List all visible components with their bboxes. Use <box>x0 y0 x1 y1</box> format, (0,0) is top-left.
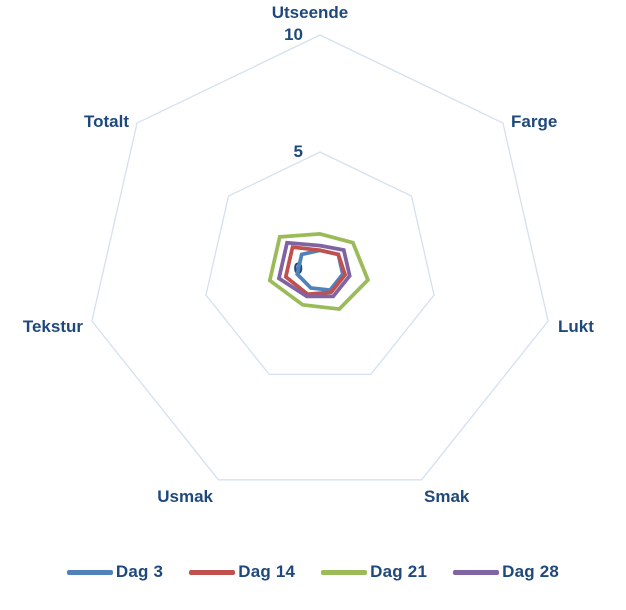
series-polygon-dag-14 <box>283 245 348 297</box>
legend-item-dag-28: Dag 28 <box>453 562 559 582</box>
axis-label-tekstur: Tekstur <box>23 317 84 336</box>
legend-swatch-dag-3 <box>66 569 113 575</box>
legend-item-dag-21: Dag 21 <box>321 562 427 582</box>
radar-chart-canvas: 0510UtseendeFargeLuktSmakUsmakTeksturTot… <box>23 3 594 506</box>
legend-item-dag-14: Dag 14 <box>189 562 295 582</box>
legend-label: Dag 21 <box>370 562 428 581</box>
legend-swatch-dag-21 <box>321 569 368 575</box>
legend-label: Dag 3 <box>115 562 164 581</box>
axis-label-utseende: Utseende <box>272 3 349 22</box>
chart-legend: Dag 3 Dag 14 Dag 21 Dag 28 <box>0 554 626 590</box>
axis-label-lukt: Lukt <box>558 317 594 336</box>
grid-ring-10 <box>91 34 549 481</box>
legend-label: Dag 28 <box>502 562 560 581</box>
axis-label-farge: Farge <box>511 112 557 131</box>
series-polygon-dag-21 <box>267 232 371 312</box>
legend-label: Dag 14 <box>238 562 296 581</box>
legend-swatch-dag-14 <box>189 569 236 575</box>
tick-label-5: 5 <box>294 142 303 161</box>
axis-label-smak: Smak <box>424 487 470 506</box>
grid-ring-5 <box>205 151 435 376</box>
axis-label-totalt: Totalt <box>84 112 129 131</box>
legend-item-dag-3: Dag 3 <box>66 562 164 582</box>
tick-label-10: 10 <box>284 25 303 44</box>
series-polygon-dag-28 <box>276 240 352 299</box>
legend-swatch-dag-28 <box>453 569 500 575</box>
axis-label-usmak: Usmak <box>157 487 213 506</box>
